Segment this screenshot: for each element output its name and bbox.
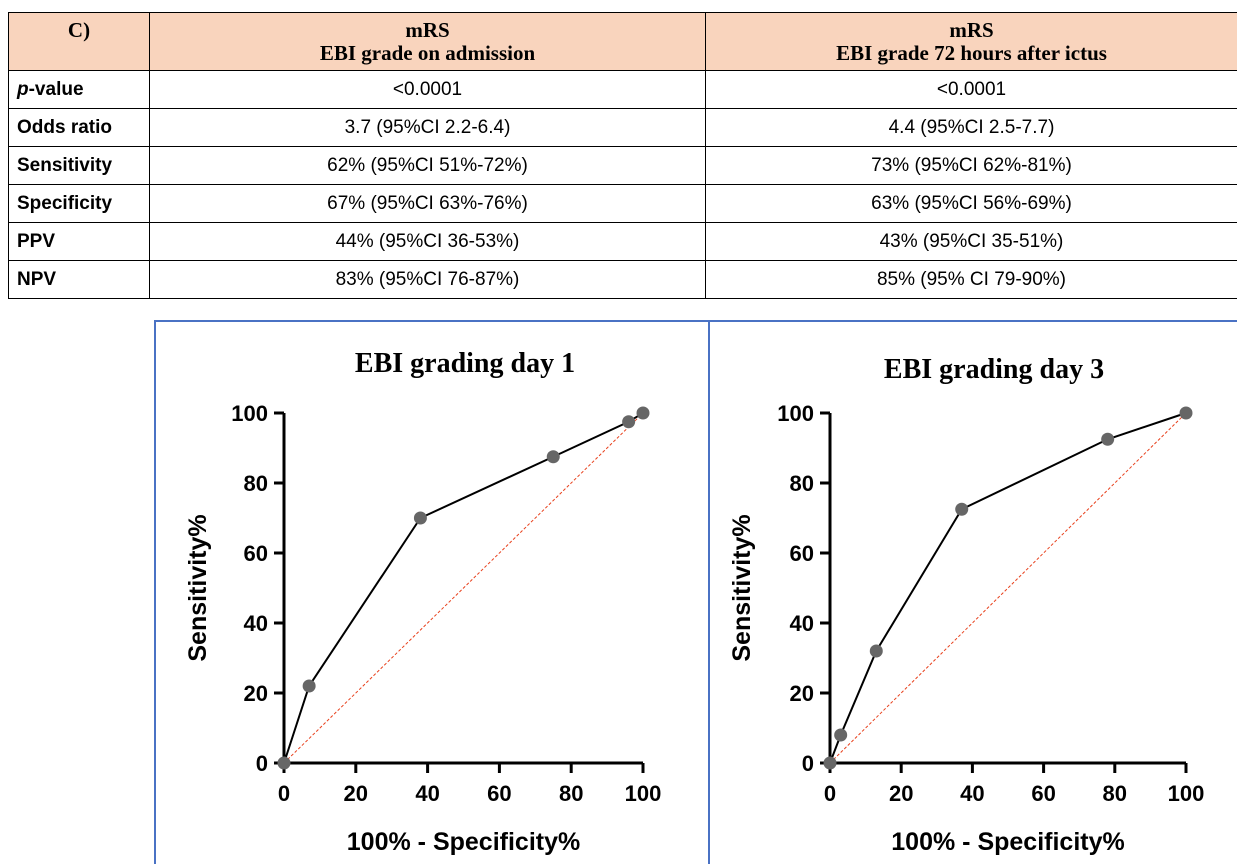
y-tick-label: 100 — [777, 401, 814, 426]
y-tick-label: 20 — [790, 681, 814, 706]
roc-point — [622, 415, 635, 428]
row-label-text: Specificity — [17, 193, 112, 214]
y-tick-label: 20 — [244, 681, 268, 706]
x-axis-label: 100% - Specificity% — [891, 828, 1124, 856]
cell-72h: 63% (95%CI 56%-69%) — [706, 185, 1237, 223]
roc-point — [547, 450, 560, 463]
cell-72h: 43% (95%CI 35-51%) — [706, 223, 1237, 261]
cell-admission: 44% (95%CI 36-53%) — [150, 223, 706, 261]
y-tick-label: 60 — [790, 541, 814, 566]
roc-chart-day3: EBI grading day 3 0 20 40 60 80 100 0 20 40 60 80 10… — [708, 322, 1237, 864]
y-axis-label: Sensitivity% — [184, 514, 212, 661]
cell-admission: 83% (95%CI 76-87%) — [150, 261, 706, 299]
table-header-row: C) mRS EBI grade on admission mRS EBI gr… — [9, 13, 1237, 71]
y-tick-label: 80 — [790, 471, 814, 496]
row-label: PPV — [9, 223, 150, 261]
x-tick-label: 100 — [625, 781, 662, 806]
row-label-text: Sensitivity — [17, 155, 112, 176]
table-row: NPV 83% (95%CI 76-87%)85% (95% CI 79-90%) — [9, 261, 1237, 299]
table-corner-label: C) — [9, 13, 150, 71]
roc-point — [637, 407, 650, 420]
row-label-text: NPV — [17, 269, 56, 290]
x-tick-label: 40 — [960, 781, 984, 806]
x-tick-label: 60 — [487, 781, 511, 806]
y-tick-label: 40 — [790, 611, 814, 636]
row-label-text: -value — [29, 79, 84, 100]
roc-point — [303, 680, 316, 693]
cell-admission: 62% (95%CI 51%-72%) — [150, 147, 706, 185]
table-row: Odds ratio 3.7 (95%CI 2.2-6.4)4.4 (95%CI … — [9, 109, 1237, 147]
row-label: Odds ratio — [9, 109, 150, 147]
y-tick-label: 0 — [256, 751, 268, 776]
reference-line — [830, 413, 1186, 763]
chart-title: EBI grading day 3 — [884, 354, 1104, 385]
header-72h: mRS EBI grade 72 hours after ictus — [706, 13, 1237, 71]
y-tick-label: 80 — [244, 471, 268, 496]
roc-point — [278, 757, 291, 770]
y-axis-label: Sensitivity% — [728, 514, 756, 661]
x-tick-label: 0 — [824, 781, 836, 806]
y-tick-label: 40 — [244, 611, 268, 636]
x-tick-label: 20 — [889, 781, 913, 806]
roc-panel-day1: EBI grading day 1 0 20 40 60 80 100 0 20 40 60 80 10… — [154, 320, 710, 864]
row-label-text: PPV — [17, 231, 55, 252]
cell-72h: 73% (95%CI 62%-81%) — [706, 147, 1237, 185]
table-row: Sensitivity 62% (95%CI 51%-72%)73% (95%CI… — [9, 147, 1237, 185]
row-label-italic: p — [17, 79, 29, 100]
row-label: NPV — [9, 261, 150, 299]
y-tick-label: 0 — [802, 751, 814, 776]
header-admission: mRS EBI grade on admission — [150, 13, 706, 71]
row-label: Specificity — [9, 185, 150, 223]
roc-point — [834, 729, 847, 742]
roc-point — [1180, 407, 1193, 420]
table-row: p-value<0.0001<0.0001 — [9, 71, 1237, 109]
roc-point — [414, 512, 427, 525]
table-row: PPV 44% (95%CI 36-53%)43% (95%CI 35-51%) — [9, 223, 1237, 261]
roc-point — [824, 757, 837, 770]
cell-72h: <0.0001 — [706, 71, 1237, 109]
x-axis-label: 100% - Specificity% — [347, 828, 580, 856]
chart-title: EBI grading day 1 — [355, 348, 575, 379]
x-tick-label: 40 — [415, 781, 439, 806]
cell-72h: 85% (95% CI 79-90%) — [706, 261, 1237, 299]
row-label: Sensitivity — [9, 147, 150, 185]
roc-panel-day3: EBI grading day 3 0 20 40 60 80 100 0 20 40 60 80 10… — [708, 320, 1237, 864]
row-label-text: Odds ratio — [17, 117, 112, 138]
reference-line — [284, 413, 643, 763]
roc-curve-line — [830, 413, 1186, 763]
x-tick-label: 100 — [1168, 781, 1205, 806]
table-row: Specificity 67% (95%CI 63%-76%)63% (95%CI… — [9, 185, 1237, 223]
roc-chart-day1: EBI grading day 1 0 20 40 60 80 100 0 20 40 60 80 10… — [156, 322, 708, 864]
x-tick-label: 80 — [1103, 781, 1127, 806]
row-label: p-value — [9, 71, 150, 109]
cell-admission: 67% (95%CI 63%-76%) — [150, 185, 706, 223]
results-table: C) mRS EBI grade on admission mRS EBI gr… — [8, 12, 1237, 299]
roc-point — [955, 503, 968, 516]
roc-point — [1101, 433, 1114, 446]
cell-72h: 4.4 (95%CI 2.5-7.7) — [706, 109, 1237, 147]
y-tick-label: 100 — [231, 401, 268, 426]
cell-admission: <0.0001 — [150, 71, 706, 109]
cell-admission: 3.7 (95%CI 2.2-6.4) — [150, 109, 706, 147]
x-tick-label: 20 — [344, 781, 368, 806]
x-tick-label: 60 — [1031, 781, 1055, 806]
roc-point — [870, 645, 883, 658]
x-tick-label: 80 — [559, 781, 583, 806]
x-tick-label: 0 — [278, 781, 290, 806]
y-tick-label: 60 — [244, 541, 268, 566]
